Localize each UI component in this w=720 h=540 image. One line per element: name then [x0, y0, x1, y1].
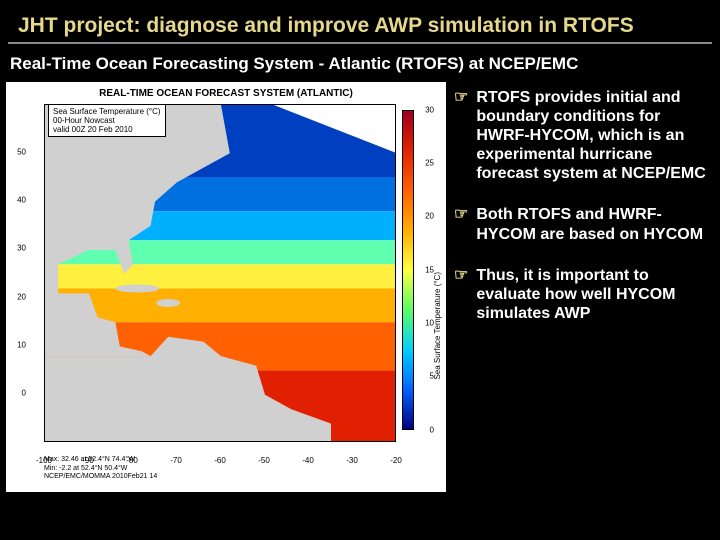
x-tick: -40: [302, 456, 314, 465]
x-tick: -20: [390, 456, 402, 465]
colorbar-tick: 20: [425, 212, 434, 221]
pointing-hand-icon: ☞: [454, 205, 468, 243]
x-tick: -70: [170, 456, 182, 465]
footer-line: Max: 32.46 at 52.4°N 74.4°W: [44, 456, 157, 464]
colorbar-tick: 30: [425, 105, 434, 114]
x-tick: -60: [214, 456, 226, 465]
bullet-text: Thus, it is important to evaluate how we…: [476, 266, 712, 324]
y-tick: 40: [17, 196, 26, 205]
infobox-line: 00-Hour Nowcast: [53, 116, 161, 125]
bullet-text: Both RTOFS and HWRF-HYCOM are based on H…: [476, 205, 712, 243]
infobox-line: Sea Surface Temperature (°C): [53, 107, 161, 116]
slide-subtitle: Real-Time Ocean Forecasting System - Atl…: [0, 54, 720, 78]
pointing-hand-icon: ☞: [454, 88, 468, 184]
pointing-hand-icon: ☞: [454, 266, 468, 324]
y-tick: 0: [22, 389, 26, 398]
y-tick: 20: [17, 292, 26, 301]
figure-infobox: Sea Surface Temperature (°C)00-Hour Nowc…: [48, 104, 166, 138]
sst-figure: REAL-TIME OCEAN FORECAST SYSTEM (ATLANTI…: [6, 82, 446, 492]
infobox-line: valid 00Z 20 Feb 2010: [53, 125, 161, 134]
sst-map-svg: [45, 105, 396, 442]
colorbar-tick: 25: [425, 158, 434, 167]
figure-title: REAL-TIME OCEAN FORECAST SYSTEM (ATLANTI…: [6, 88, 446, 99]
y-tick: 10: [17, 340, 26, 349]
bullet-item: ☞Both RTOFS and HWRF-HYCOM are based on …: [454, 205, 712, 243]
footer-line: Min: -2.2 at 52.4°N 50.4°W: [44, 465, 157, 473]
figure-footer: Max: 32.46 at 52.4°N 74.4°WMin: -2.2 at …: [44, 456, 157, 481]
bullet-list: ☞RTOFS provides initial and boundary con…: [454, 82, 712, 492]
x-tick: -30: [346, 456, 358, 465]
y-tick: 50: [17, 147, 26, 156]
x-tick: -50: [258, 456, 270, 465]
colorbar-tick: 0: [430, 425, 434, 434]
bullet-item: ☞Thus, it is important to evaluate how w…: [454, 266, 712, 324]
y-tick: 30: [17, 244, 26, 253]
colorbar-label: Sea Surface Temperature (°C): [433, 272, 442, 380]
bullet-item: ☞RTOFS provides initial and boundary con…: [454, 88, 712, 184]
slide-title: JHT project: diagnose and improve AWP si…: [8, 0, 712, 44]
map-plot: [44, 104, 396, 442]
bullet-text: RTOFS provides initial and boundary cond…: [476, 88, 712, 184]
content-row: REAL-TIME OCEAN FORECAST SYSTEM (ATLANTI…: [0, 78, 720, 492]
footer-line: NCEP/EMC/MOMMA 2010Feb21 14: [44, 473, 157, 481]
colorbar: [402, 110, 414, 430]
